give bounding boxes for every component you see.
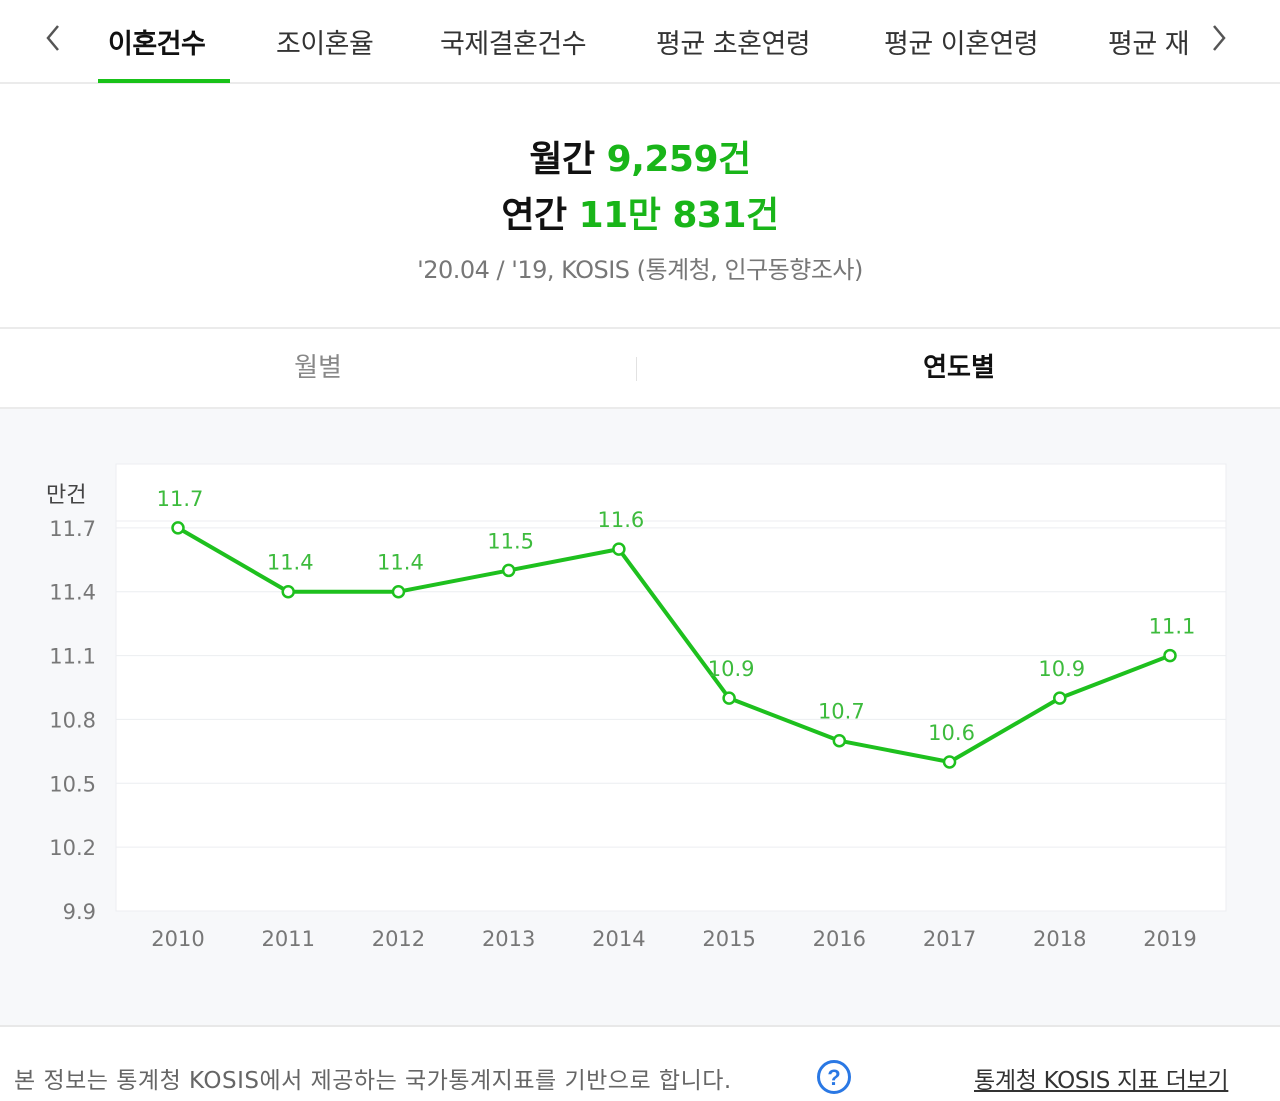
footer: 본 정보는 통계청 KOSIS에서 제공하는 국가통계지표를 기반으로 합니다.… [0, 1025, 1280, 1101]
x-tick-label: 2018 [1033, 927, 1086, 951]
data-label: 11.7 [157, 487, 204, 511]
y-tick-label: 11.7 [49, 517, 96, 541]
chevron-left-icon[interactable] [38, 18, 68, 58]
annual-summary: 연간 11만 831건 [0, 186, 1280, 238]
annual-value: 11만 831건 [578, 195, 780, 236]
x-tick-label: 2013 [482, 927, 535, 951]
data-label: 11.4 [267, 551, 314, 575]
x-tick-label: 2019 [1143, 927, 1196, 951]
y-tick-label: 11.1 [49, 645, 96, 669]
footer-note: 본 정보는 통계청 KOSIS에서 제공하는 국가통계지표를 기반으로 합니다. [14, 1068, 732, 1094]
data-point [501, 563, 516, 578]
summary-source: '20.04 / '19, KOSIS (통계청, 인구동향조사) [417, 256, 863, 284]
data-label: 11.1 [1149, 615, 1196, 639]
data-label: 11.4 [377, 551, 424, 575]
data-point [171, 521, 185, 535]
kosis-more-link[interactable]: 통계청 KOSIS 지표 더보기 [974, 1068, 1229, 1094]
y-tick-label: 9.9 [63, 900, 96, 924]
yearly-toggle-button[interactable]: 연도별 [923, 353, 995, 383]
x-tick-label: 2012 [372, 927, 425, 951]
monthly-summary: 월간 9,259건 [0, 130, 1280, 182]
tab-remarriage-age[interactable]: 평균 재 [1108, 29, 1190, 60]
data-label: 10.9 [708, 657, 755, 681]
monthly-value: 9,259건 [606, 139, 752, 180]
toggle-divider [636, 357, 637, 381]
data-label: 11.6 [598, 508, 645, 532]
y-tick-label: 10.2 [49, 836, 96, 860]
monthly-toggle-button[interactable]: 월별 [294, 353, 342, 383]
x-tick-label: 2015 [702, 927, 755, 951]
data-point [722, 691, 736, 705]
data-label: 10.9 [1038, 657, 1085, 681]
data-point [391, 584, 406, 599]
data-point [942, 755, 957, 769]
chevron-right-icon[interactable] [1204, 18, 1234, 58]
line-chart: 11.7 11.4 11.1 10.8 10.5 10.2 9.9 만건 2010 2011 201… [46, 463, 1227, 951]
plot-background [115, 463, 1227, 912]
series-line [176, 526, 1171, 764]
tab-crude-divorce-rate[interactable]: 조이혼율 [276, 29, 374, 60]
x-tick-label: 2017 [923, 927, 976, 951]
data-label: 10.7 [818, 700, 865, 724]
x-tick-label: 2014 [592, 927, 645, 951]
question-circle-icon[interactable]: ? [816, 1059, 852, 1095]
y-tick-label: 11.4 [49, 581, 96, 605]
chart-area: 11.7 11.4 11.1 10.8 10.5 10.2 9.9 만건 2010 2011 201… [0, 409, 1280, 1025]
data-point [832, 733, 847, 748]
active-tab-indicator [98, 79, 230, 83]
y-unit-label: 만건 [46, 483, 86, 508]
tab-divorce-age[interactable]: 평균 이혼연령 [884, 29, 1039, 60]
tab-first-marriage-age[interactable]: 평균 초혼연령 [656, 29, 811, 60]
data-point [1163, 648, 1177, 663]
data-point [1053, 691, 1067, 705]
period-toggle: 월별 연도별 [0, 327, 1280, 409]
y-tick-label: 10.8 [49, 708, 96, 732]
tab-list: 이혼건수 조이혼율 국제결혼건수 평균 초혼연령 평균 이혼연령 평균 재 [96, 0, 1196, 82]
data-label: 11.5 [487, 529, 534, 553]
data-label: 10.6 [928, 721, 975, 745]
svg-text:?: ? [827, 1065, 840, 1090]
tab-international-marriage[interactable]: 국제결혼건수 [440, 29, 587, 60]
x-tick-label: 2010 [151, 927, 204, 951]
tab-bar: 이혼건수 조이혼율 국제결혼건수 평균 초혼연령 평균 이혼연령 평균 재 [0, 0, 1280, 84]
data-point [281, 584, 295, 599]
tab-divorce-count[interactable]: 이혼건수 [108, 29, 206, 60]
monthly-label: 월간 [529, 139, 595, 180]
x-tick-label: 2011 [261, 927, 314, 951]
x-tick-label: 2016 [813, 927, 866, 951]
summary-panel: 월간 9,259건 연간 11만 831건 '20.04 / '19, KOSI… [0, 86, 1280, 328]
y-tick-label: 10.5 [49, 772, 96, 796]
annual-label: 연간 [501, 195, 567, 236]
data-point [612, 542, 626, 556]
